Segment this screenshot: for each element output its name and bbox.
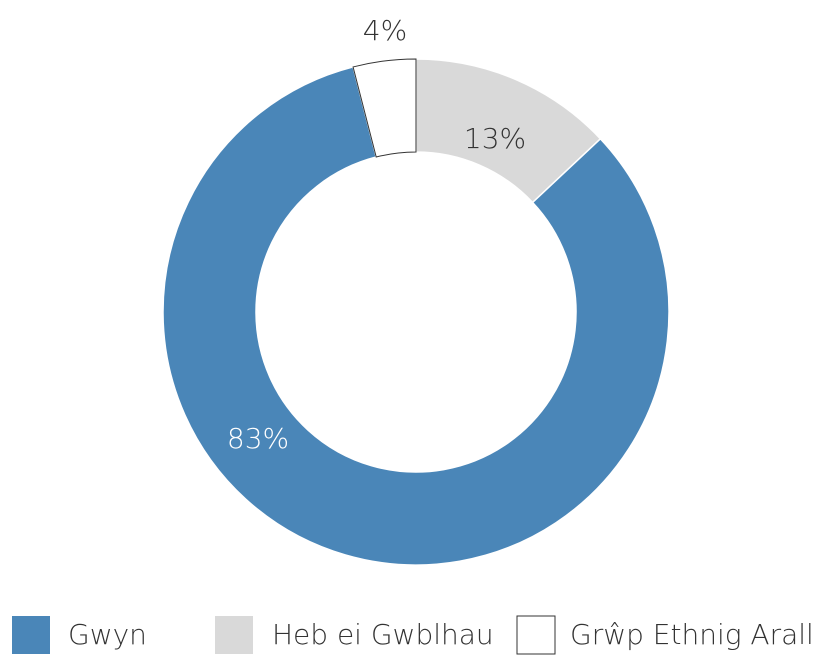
- legend-swatch: [12, 616, 50, 654]
- data-label: 4%: [363, 14, 407, 47]
- donut-slice: [352, 58, 417, 158]
- legend-label: Gwyn: [68, 618, 147, 651]
- legend-label: Grŵp Ethnig Arall: [570, 618, 814, 651]
- legend-swatch: [215, 616, 253, 654]
- data-label: 83%: [227, 422, 289, 455]
- donut-slice: [162, 66, 670, 566]
- legend-swatch: [516, 615, 556, 655]
- data-label: 13%: [464, 122, 526, 155]
- legend-label: Heb ei Gwblhau: [272, 618, 494, 651]
